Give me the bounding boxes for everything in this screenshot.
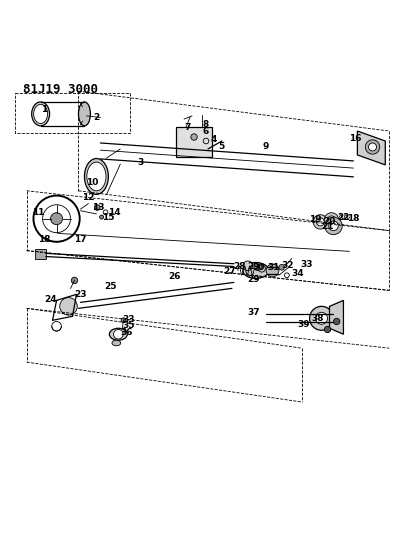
Text: 8: 8 <box>203 120 209 129</box>
Text: 16: 16 <box>349 134 362 143</box>
Text: 14: 14 <box>108 208 121 217</box>
Circle shape <box>329 221 338 231</box>
Text: 38: 38 <box>311 314 324 323</box>
Text: 21: 21 <box>321 222 334 231</box>
Text: 36: 36 <box>120 328 133 337</box>
Text: 27: 27 <box>223 267 236 276</box>
Text: 34: 34 <box>291 269 304 278</box>
Circle shape <box>279 264 284 270</box>
Circle shape <box>72 277 78 284</box>
Circle shape <box>60 297 77 315</box>
Ellipse shape <box>34 104 48 124</box>
Text: 33: 33 <box>122 315 135 324</box>
Text: 19: 19 <box>309 215 322 224</box>
Text: 29: 29 <box>248 262 260 271</box>
Text: 30: 30 <box>253 263 265 272</box>
Text: 7: 7 <box>185 123 191 132</box>
Circle shape <box>309 306 333 330</box>
Text: 5: 5 <box>218 142 224 151</box>
Circle shape <box>365 140 380 154</box>
Ellipse shape <box>87 162 106 191</box>
Text: 24: 24 <box>44 295 57 304</box>
Circle shape <box>325 217 342 235</box>
Circle shape <box>121 318 126 322</box>
Circle shape <box>368 143 377 151</box>
Circle shape <box>328 216 335 224</box>
Circle shape <box>191 134 197 140</box>
Ellipse shape <box>84 158 108 195</box>
Bar <box>35 248 46 259</box>
Text: 13: 13 <box>92 204 105 213</box>
Text: 15: 15 <box>102 213 115 222</box>
Circle shape <box>324 213 339 227</box>
Polygon shape <box>330 301 343 334</box>
Circle shape <box>243 261 252 270</box>
Bar <box>176 127 212 157</box>
Text: 4: 4 <box>211 135 217 144</box>
Text: 12: 12 <box>82 193 95 203</box>
Circle shape <box>50 213 63 225</box>
Text: 28: 28 <box>234 262 246 271</box>
Circle shape <box>95 205 100 211</box>
Circle shape <box>100 215 103 219</box>
Text: 26: 26 <box>168 272 180 281</box>
Text: 33: 33 <box>301 260 313 269</box>
Text: 35: 35 <box>122 321 135 330</box>
Circle shape <box>254 263 262 270</box>
Circle shape <box>333 318 340 325</box>
Polygon shape <box>358 131 385 165</box>
Text: 6: 6 <box>203 126 209 135</box>
Text: 3: 3 <box>137 158 143 167</box>
Text: 32: 32 <box>282 261 294 270</box>
Text: 37: 37 <box>248 308 260 317</box>
Text: 10: 10 <box>86 179 99 187</box>
Ellipse shape <box>243 263 269 278</box>
Ellipse shape <box>78 102 90 126</box>
Ellipse shape <box>109 328 127 340</box>
Circle shape <box>324 326 331 333</box>
Text: 81J19 3000: 81J19 3000 <box>23 83 98 96</box>
Text: 17: 17 <box>74 235 87 244</box>
Text: 25: 25 <box>104 282 117 291</box>
Circle shape <box>313 215 328 229</box>
Circle shape <box>266 264 279 277</box>
Text: 20: 20 <box>323 216 336 225</box>
Ellipse shape <box>32 102 50 126</box>
Text: 23: 23 <box>74 290 87 299</box>
Circle shape <box>114 329 123 339</box>
Text: 18: 18 <box>38 235 51 244</box>
Text: 9: 9 <box>263 142 269 151</box>
Circle shape <box>316 218 324 226</box>
Text: 39: 39 <box>297 320 310 329</box>
Text: 22: 22 <box>337 213 350 222</box>
Ellipse shape <box>112 340 121 346</box>
Text: 31: 31 <box>267 263 280 272</box>
Text: 1: 1 <box>42 104 48 114</box>
Text: 29: 29 <box>248 274 260 284</box>
Circle shape <box>316 312 328 324</box>
Text: 2: 2 <box>93 112 99 122</box>
Text: 18: 18 <box>347 214 360 223</box>
Text: 11: 11 <box>32 208 45 217</box>
